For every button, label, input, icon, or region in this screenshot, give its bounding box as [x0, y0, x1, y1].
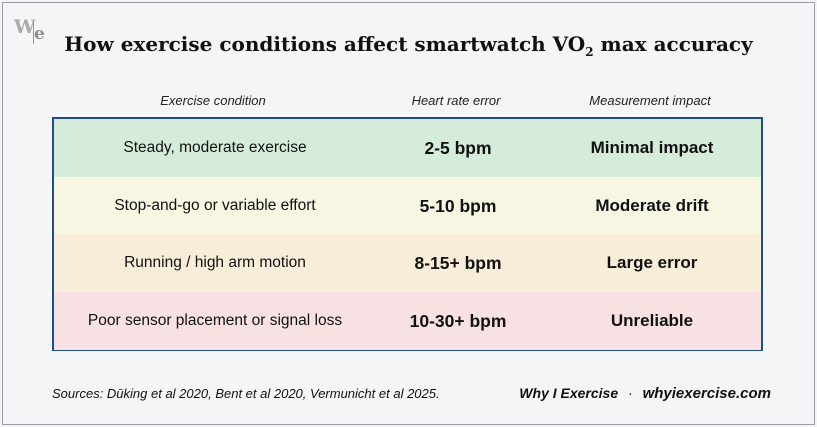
condition-cell: Stop-and-go or variable effort [114, 196, 316, 214]
brand-name: Why I Exercise [519, 385, 619, 401]
column-header-error: Heart rate error [411, 93, 501, 108]
chart-title: How exercise conditions affect smartwatc… [64, 32, 753, 59]
sources-note: Sources: Dūking et al 2020, Bent et al 2… [52, 386, 440, 401]
column-header-impact: Measurement impact [589, 93, 711, 108]
table-row: Steady, moderate exercise 2-5 bpm Minimal … [54, 119, 761, 178]
heart-rate-error-cell: 5-10 bpm [419, 195, 497, 216]
condition-cell: Steady, moderate exercise [123, 139, 307, 156]
heart-rate-error-cell: 8-15+ bpm [414, 253, 502, 273]
column-header-condition: Exercise condition [160, 93, 266, 108]
condition-cell: Poor sensor placement or signal loss [87, 311, 343, 329]
table-row: Stop-and-go or variable effort 5-10 bpm Mo… [54, 176, 761, 236]
heart-rate-error-cell: 10-30+ bpm [409, 310, 507, 331]
impact-cell: Large error [606, 253, 698, 272]
table-row: Running / high arm motion 8-15+ bpm Large … [54, 234, 761, 293]
condition-cell: Running / high arm motion [124, 254, 306, 271]
impact-cell: Moderate drift [595, 195, 709, 215]
heart-rate-error-cell: 2-5 bpm [424, 138, 492, 158]
brand-url: whyiexercise.com [642, 385, 771, 402]
brand-footer: Why I Exercise · whyiexercise.com [519, 385, 771, 402]
table-row: Poor sensor placement or signal loss 10-3… [54, 291, 761, 350]
accuracy-table: Steady, moderate exercise 2-5 bpm Minimal … [52, 117, 763, 351]
impact-cell: Minimal impact [590, 138, 714, 157]
impact-cell: Unreliable [610, 310, 694, 330]
